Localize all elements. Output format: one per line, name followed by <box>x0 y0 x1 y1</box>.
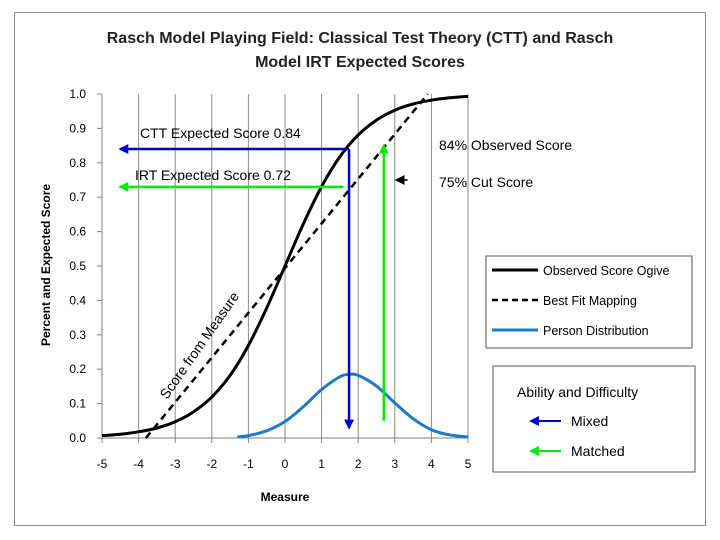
best-fit-series-line <box>144 93 429 439</box>
x-tick-label: 2 <box>355 457 362 471</box>
x-tick-label: -4 <box>133 457 144 471</box>
y-tick-label: 0.5 <box>69 259 86 273</box>
cut-75-annotation: 75% Cut Score <box>439 174 533 190</box>
y-tick-label: 0.2 <box>69 362 86 376</box>
y-tick-label: 0.3 <box>69 328 86 342</box>
y-tick-label: 0.8 <box>69 156 86 170</box>
legend-label-person: Person Distribution <box>543 324 649 338</box>
score-from-measure-annotation: Score from Measure <box>156 288 242 401</box>
y-axis-title: Percent and Expected Score <box>39 184 53 346</box>
legend-label-ogive: Observed Score Ogive <box>543 264 669 278</box>
x-axis-title: Measure <box>261 490 310 504</box>
x-tick-label: 3 <box>391 457 398 471</box>
chart-title-line1: Rasch Model Playing Field: Classical Tes… <box>107 30 613 47</box>
y-tick-label: 0.9 <box>69 121 86 135</box>
person-distribution-series-line <box>237 372 469 439</box>
legend2-title: Ability and Difficulty <box>517 384 638 400</box>
x-tick-label: -2 <box>206 457 217 471</box>
ctt-expected-annotation: CTT Expected Score 0.84 <box>140 125 301 141</box>
x-tick-label: -3 <box>170 457 181 471</box>
y-tick-label: 0.0 <box>69 431 86 445</box>
y-tick-label: 0.4 <box>69 293 86 307</box>
legend2-label-mixed: Mixed <box>571 413 608 429</box>
x-tick-label: -5 <box>97 457 108 471</box>
x-tick-label: 0 <box>282 457 289 471</box>
irt-expected-annotation: IRT Expected Score 0.72 <box>135 167 291 183</box>
ogive-series-line <box>101 94 469 438</box>
legend2-label-matched: Matched <box>571 443 625 459</box>
x-tick-label: -1 <box>243 457 254 471</box>
observed-84-annotation: 84% Observed Score <box>439 137 572 153</box>
y-tick-label: 1.0 <box>69 87 86 101</box>
y-tick-label: 0.6 <box>69 225 86 239</box>
x-tick-label: 4 <box>428 457 435 471</box>
legend2-box <box>492 365 696 473</box>
chart-title-line2: Model IRT Expected Scores <box>255 54 465 71</box>
y-tick-label: 0.1 <box>69 397 86 411</box>
x-tick-label: 1 <box>318 457 325 471</box>
legend-label-bestfit: Best Fit Mapping <box>543 294 637 308</box>
x-tick-label: 5 <box>465 457 472 471</box>
y-tick-label: 0.7 <box>69 190 86 204</box>
